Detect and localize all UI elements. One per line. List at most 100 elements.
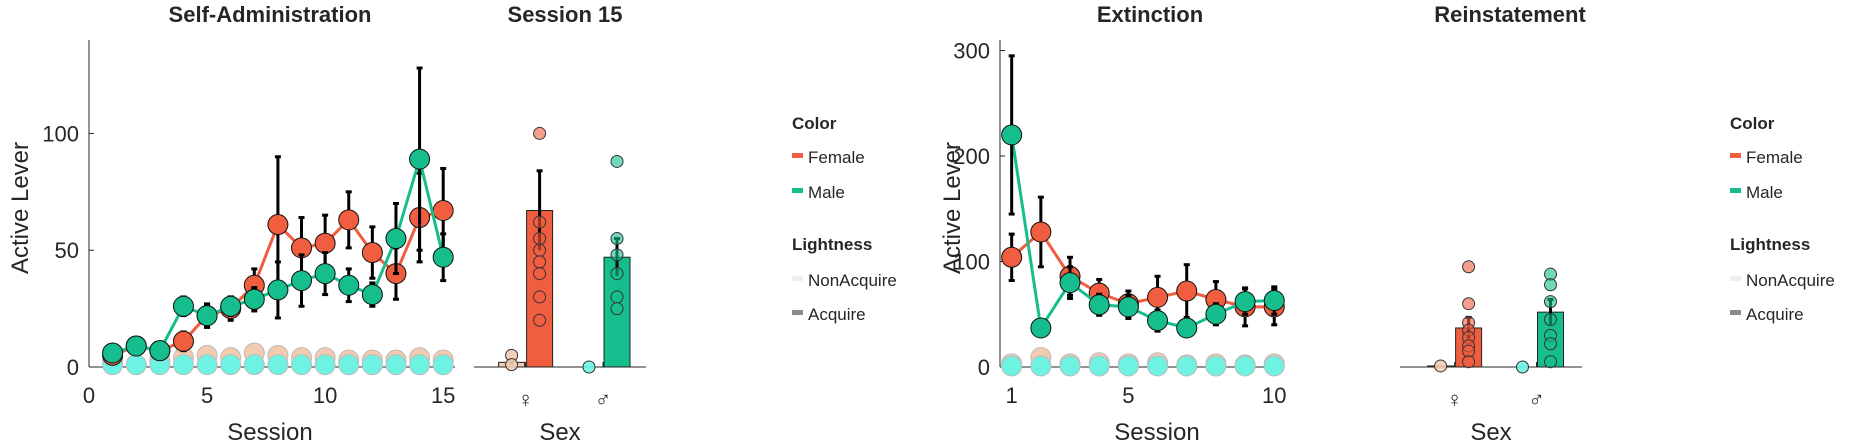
male-acquire-point xyxy=(409,148,431,170)
male-acquire-dot xyxy=(610,302,624,316)
y-tick-label: 100 xyxy=(953,250,990,275)
male-nonacquire-point xyxy=(1001,355,1023,377)
legend-1: Color Female Male Lightness NonAcquire A… xyxy=(792,114,897,324)
male-nonacquire-point xyxy=(220,354,242,376)
x-tick-label: 5 xyxy=(201,383,213,408)
male-acquire-dot xyxy=(1544,355,1557,369)
female-acquire-point xyxy=(314,232,336,254)
female-acquire-point xyxy=(1001,246,1023,268)
male-acquire-point xyxy=(1030,317,1052,339)
male-acquire-point xyxy=(361,284,383,306)
y-tick-label: 0 xyxy=(978,355,990,380)
male-nonacquire-dot xyxy=(582,360,596,374)
legend-1-female-swatch xyxy=(792,153,803,158)
male-nonacquire-point xyxy=(267,354,289,376)
male-acquire-dot xyxy=(1544,337,1557,351)
panel3-plot: 0 100 200 300 1 5 10 xyxy=(953,39,1286,408)
legend-1-male-swatch xyxy=(792,188,803,193)
female-acquire-dot xyxy=(533,313,547,327)
legend-2-male-swatch xyxy=(1730,188,1741,193)
legend-1-color-title: Color xyxy=(792,114,837,133)
male-acquire-point xyxy=(196,305,218,327)
male-nonacquire-dot xyxy=(1516,360,1529,374)
male-acquire-dot xyxy=(1544,313,1557,327)
panel3-xlabel: Session xyxy=(1114,419,1199,444)
legend-2-acquire-label: Acquire xyxy=(1746,305,1804,324)
x-tick-label: 10 xyxy=(313,383,337,408)
female-acquire-dot xyxy=(1462,260,1476,274)
female-acquire-dot xyxy=(533,243,547,257)
male-acquire-point xyxy=(291,270,313,292)
female-acquire-point xyxy=(1030,221,1052,243)
male-nonacquire-point xyxy=(385,354,407,376)
panel4-plot: ♀ ♂ xyxy=(1400,260,1582,412)
male-nonacquire-point xyxy=(1263,355,1285,377)
male-nonacquire-point xyxy=(1176,355,1198,377)
female-acquire-point xyxy=(267,214,289,236)
male-acquire-point xyxy=(1234,291,1256,313)
y-tick-label: 100 xyxy=(42,121,79,146)
panel1-ylabel: Active Lever xyxy=(7,142,34,274)
panel4-title: Reinstatement xyxy=(1434,2,1586,27)
male-nonacquire-point xyxy=(361,354,383,376)
panel1-title: Self-Administration xyxy=(169,2,372,27)
legend-1-lightness-title: Lightness xyxy=(792,235,872,254)
legend-1-acquire-swatch xyxy=(792,310,803,315)
x-tick-label: 15 xyxy=(431,383,455,408)
male-acquire-point xyxy=(125,335,147,357)
panel3-ylabel: Active Lever xyxy=(939,142,966,274)
female-nonacquire-dot xyxy=(505,358,519,372)
female-acquire-point xyxy=(432,200,454,222)
male-nonacquire-point xyxy=(432,354,454,376)
panel1-xlabel: Session xyxy=(227,419,312,444)
male-acquire-point xyxy=(267,279,289,301)
male-acquire-point xyxy=(1205,303,1227,325)
male-acquire-point xyxy=(1088,294,1110,316)
male-nonacquire-point xyxy=(1147,355,1169,377)
male-acquire-point xyxy=(1147,310,1169,332)
male-acquire-point xyxy=(220,295,242,317)
female-acquire-point xyxy=(172,330,194,352)
x-tick-label: ♀ xyxy=(517,387,534,412)
legend-2-nonacquire-label: NonAcquire xyxy=(1746,271,1835,290)
male-nonacquire-point xyxy=(1059,355,1081,377)
panel4-xlabel: Sex xyxy=(1470,419,1511,444)
legend-2-acquire-swatch xyxy=(1730,310,1741,315)
male-acquire-dot xyxy=(610,267,624,281)
x-tick-label: ♂ xyxy=(595,387,612,412)
y-tick-label: 300 xyxy=(953,39,990,64)
x-tick-label: 10 xyxy=(1262,383,1286,408)
male-acquire-dot xyxy=(610,154,624,168)
y-tick-label: 0 xyxy=(67,355,79,380)
male-acquire-point xyxy=(338,274,360,296)
legend-2-female-swatch xyxy=(1730,153,1741,158)
male-acquire-point xyxy=(1001,124,1023,146)
female-acquire-dot xyxy=(533,255,547,269)
panel2-title: Session 15 xyxy=(508,2,623,27)
male-acquire-point xyxy=(102,342,124,364)
male-acquire-point xyxy=(172,295,194,317)
legend-1-nonacquire-swatch xyxy=(792,276,803,281)
male-nonacquire-point xyxy=(338,354,360,376)
legend-2-nonacquire-swatch xyxy=(1730,276,1741,281)
male-acquire-dot xyxy=(1544,278,1557,292)
female-acquire-dot xyxy=(1462,297,1476,311)
male-acquire-point xyxy=(432,246,454,268)
male-acquire-dot xyxy=(610,248,624,262)
legend-1-nonacquire-label: NonAcquire xyxy=(808,271,897,290)
female-acquire-dot xyxy=(533,126,547,140)
male-nonacquire-point xyxy=(314,354,336,376)
female-acquire-point xyxy=(1176,280,1198,302)
x-tick-label: ♀ xyxy=(1446,387,1463,412)
male-acquire-dot xyxy=(1544,295,1557,309)
female-acquire-point xyxy=(361,242,383,264)
male-nonacquire-point xyxy=(196,354,218,376)
male-acquire-point xyxy=(314,263,336,285)
x-tick-label: ♂ xyxy=(1528,387,1545,412)
male-nonacquire-point xyxy=(409,354,431,376)
male-acquire-line xyxy=(1010,134,1275,333)
legend-2-female-label: Female xyxy=(1746,148,1803,167)
y-tick-label: 200 xyxy=(953,144,990,169)
x-tick-label: 0 xyxy=(83,383,95,408)
legend-1-male-label: Male xyxy=(808,183,845,202)
